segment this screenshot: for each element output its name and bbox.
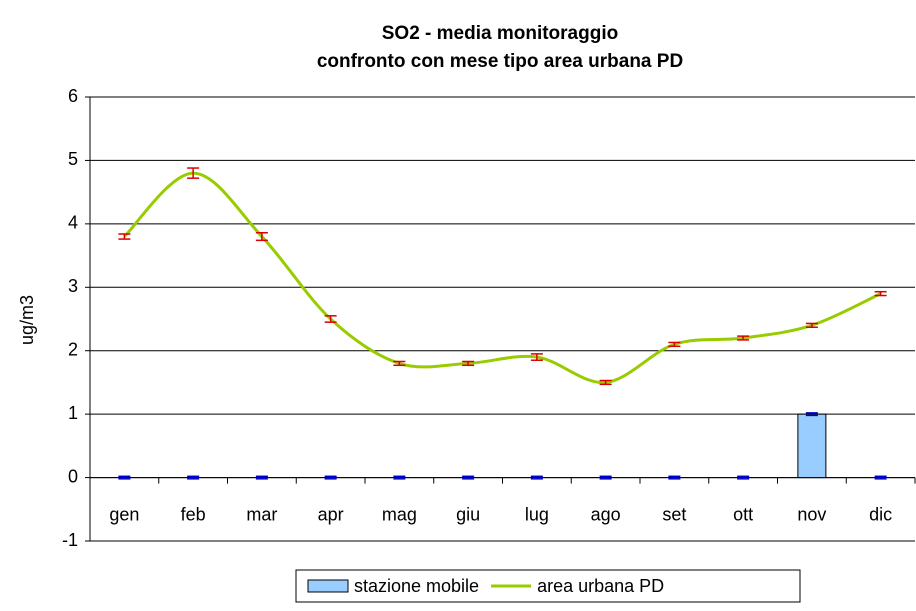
x-tick-label: ott (733, 504, 753, 524)
error-bar (462, 475, 475, 480)
y-tick-label: 5 (68, 149, 78, 169)
y-axis-label: ug/m3 (17, 295, 37, 345)
error-bar (530, 353, 543, 361)
legend-swatch (307, 579, 349, 593)
y-tick-label: 6 (68, 86, 78, 106)
y-tick-label: 2 (68, 339, 78, 359)
x-tick-label: set (662, 504, 686, 524)
x-tick-label: giu (456, 504, 480, 524)
x-tick-label: ago (591, 504, 621, 524)
error-bar (393, 360, 406, 367)
error-bar (118, 233, 131, 240)
x-tick-label: mar (246, 504, 277, 524)
x-tick-label: apr (318, 504, 344, 524)
chart-subtitle: confronto con mese tipo area urbana PD (317, 51, 683, 72)
x-tick-label: gen (109, 504, 139, 524)
error-bar (118, 475, 131, 480)
error-bar (530, 475, 543, 480)
error-bar (668, 475, 681, 480)
error-bar (324, 315, 337, 323)
error-bar (874, 475, 887, 480)
error-bar (805, 412, 818, 417)
x-tick-label: lug (525, 504, 549, 524)
chart-title: SO2 - media monitoraggio (382, 23, 618, 44)
error-bar (737, 335, 750, 341)
x-tick-label: nov (797, 504, 826, 524)
y-tick-label: 3 (68, 276, 78, 296)
x-tick-label: mag (382, 504, 417, 524)
y-tick-label: -1 (62, 530, 78, 550)
error-bar (393, 475, 406, 480)
y-tick-label: 1 (68, 403, 78, 423)
x-tick-label: dic (869, 504, 892, 524)
error-bar (874, 290, 887, 297)
error-bar (187, 167, 200, 179)
error-bar (187, 475, 200, 480)
legend-label: stazione mobile (354, 576, 479, 596)
y-tick-label: 4 (68, 213, 78, 233)
y-tick-label: 0 (68, 466, 78, 486)
x-tick-label: feb (181, 504, 206, 524)
error-bar (255, 231, 268, 242)
error-bar (737, 475, 750, 480)
error-bar (324, 475, 337, 480)
error-bar (255, 475, 268, 480)
error-bar (462, 360, 475, 367)
bar (797, 413, 827, 479)
error-bar (805, 322, 818, 328)
error-bar (668, 341, 681, 348)
legend-box (295, 569, 801, 603)
error-bar (599, 475, 612, 480)
error-bar (599, 379, 612, 386)
legend-label: area urbana PD (537, 576, 664, 596)
